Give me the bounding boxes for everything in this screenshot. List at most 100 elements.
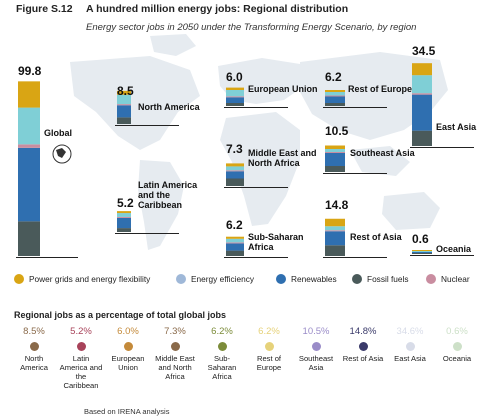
bar-segment-renewables — [325, 153, 345, 166]
share-percentage: 7.3% — [164, 326, 186, 337]
share-item: 6.2% Rest of Europe — [247, 326, 291, 372]
share-item: 14.8% Rest of Asia — [341, 326, 385, 363]
bar-segment-energy-efficiency — [412, 75, 432, 94]
bar-segment-renewables — [226, 171, 244, 179]
bar-segment-fossil-fuels — [117, 228, 131, 232]
bar-segment-power-grids-and-energy-flexibility — [412, 63, 432, 76]
share-region-name: Sub-Saharan Africa — [207, 354, 237, 381]
share-item: 5.2% Latin America and the Caribbean — [59, 326, 103, 390]
region-name-label: Southeast Asia — [350, 148, 415, 158]
region-name-label: Oceania — [436, 244, 472, 254]
legend-item-grid: Power grids and energy flexibility — [14, 274, 150, 284]
bar-segment-fossil-fuels — [325, 245, 345, 256]
region-total-label: 6.2 — [226, 218, 243, 232]
bar-segment-power-grids-and-energy-flexibility — [325, 90, 345, 92]
share-region-name: Latin America and the Caribbean — [59, 354, 103, 390]
bar-segment-renewables — [117, 217, 131, 229]
region-name-label: East Asia — [436, 122, 477, 132]
legend-item-fossil: Fossil fuels — [352, 274, 409, 284]
share-dot-icon — [358, 342, 368, 351]
share-region-name: Middle East and North Africa — [155, 354, 195, 381]
share-region-name: Oceania — [442, 354, 472, 363]
region-name-label: Middle East and North Africa — [248, 148, 317, 168]
bar-segment-power-grids-and-energy-flexibility — [325, 218, 345, 227]
legend-swatch — [426, 274, 436, 284]
bar-segment-renewables — [226, 243, 244, 251]
bar-segment-fossil-fuels — [325, 166, 345, 172]
legend-swatch — [176, 274, 186, 284]
share-percentage: 6.2% — [258, 326, 280, 337]
region-total-label: 34.5 — [412, 44, 436, 58]
bar-segment-energy-efficiency — [325, 226, 345, 231]
bar-segment-energy-efficiency — [117, 213, 131, 217]
bar-segment-fossil-fuels — [117, 117, 131, 124]
region-name-label: North America — [138, 102, 200, 112]
bar-segment-fossil-fuels — [412, 253, 432, 254]
share-region-name: Rest of Europe — [256, 354, 282, 372]
legend-item-nuclear: Nuclear — [426, 274, 470, 284]
bar-segment-energy-efficiency — [18, 107, 40, 145]
share-percentage: 14.8% — [349, 326, 377, 337]
bar-segment-renewables — [412, 252, 432, 253]
share-section-title: Regional jobs as a percentage of total g… — [14, 310, 227, 320]
region-name-label: Rest of Asia — [350, 232, 402, 242]
bar-segment-renewables — [325, 96, 345, 103]
region-name-label: Global — [44, 128, 73, 138]
chart-subtitle: Energy sector jobs in 2050 under the Tra… — [86, 22, 417, 33]
chart-title: A hundred million energy jobs: Regional … — [86, 3, 349, 15]
bar-segment-nuclear — [226, 242, 244, 244]
share-percentage: 0.6% — [446, 326, 468, 337]
share-dot-icon — [264, 342, 274, 351]
share-percentage: 10.5% — [302, 326, 330, 337]
share-percentage: 8.5% — [23, 326, 45, 337]
bar-segment-renewables — [226, 97, 244, 103]
share-percentage: 5.2% — [70, 326, 92, 337]
region-total-label: 6.2 — [325, 70, 342, 84]
region-total-label: 7.3 — [226, 142, 243, 156]
bar-segment-nuclear — [18, 144, 40, 148]
share-dot-icon — [76, 342, 86, 351]
share-percentage: 6.2% — [211, 326, 233, 337]
bar-segment-nuclear — [117, 104, 131, 106]
share-dot-icon — [217, 342, 227, 351]
share-percentage: 6.0% — [117, 326, 139, 337]
map-na-shape — [70, 56, 200, 150]
source-note: Based on IRENA analysis — [84, 407, 170, 416]
region-total-label: 10.5 — [325, 124, 349, 138]
bar-segment-nuclear — [226, 170, 244, 172]
bar-segment-nuclear — [325, 152, 345, 153]
share-region-name: Rest of Asia — [342, 354, 384, 363]
bar-segment-energy-efficiency — [226, 166, 244, 171]
bar-segment-nuclear — [412, 93, 432, 95]
bar-segment-energy-efficiency — [412, 251, 432, 252]
bar-segment-fossil-fuels — [18, 221, 40, 256]
region-name-label: Latin America and the Caribbean — [138, 180, 198, 210]
share-item: 6.0% European Union — [106, 326, 150, 372]
bar-segment-power-grids-and-energy-flexibility — [226, 163, 244, 167]
bar-segment-fossil-fuels — [412, 130, 432, 146]
share-item: 7.3% Middle East and North Africa — [153, 326, 197, 381]
share-dot-icon — [311, 342, 321, 351]
map-af-shape — [220, 112, 300, 226]
region-total-label: 8.5 — [117, 84, 134, 98]
region-total-label: 14.8 — [325, 198, 349, 212]
region-total-label: 0.6 — [412, 232, 429, 246]
bar-segment-power-grids-and-energy-flexibility — [226, 236, 244, 239]
bar-segment-nuclear — [325, 230, 345, 232]
share-percentage: 34.6% — [396, 326, 424, 337]
bar-segment-fossil-fuels — [226, 103, 244, 106]
share-dot-icon — [170, 342, 180, 351]
map-oc-shape — [382, 192, 440, 230]
bar-segment-renewables — [18, 147, 40, 222]
bar-segment-fossil-fuels — [325, 103, 345, 106]
legend-item-renewables: Renewables — [276, 274, 337, 284]
share-dot-icon — [452, 342, 462, 351]
legend-label: Renewables — [291, 274, 337, 284]
chart-area — [16, 34, 474, 258]
legend-item-efficiency: Energy efficiency — [176, 274, 254, 284]
legend-label: Fossil fuels — [367, 274, 409, 284]
map-gl-shape — [150, 34, 196, 56]
bar-segment-renewables — [117, 105, 131, 118]
share-region-name: East Asia — [394, 354, 426, 363]
share-item: 10.5% Southeast Asia — [294, 326, 338, 372]
